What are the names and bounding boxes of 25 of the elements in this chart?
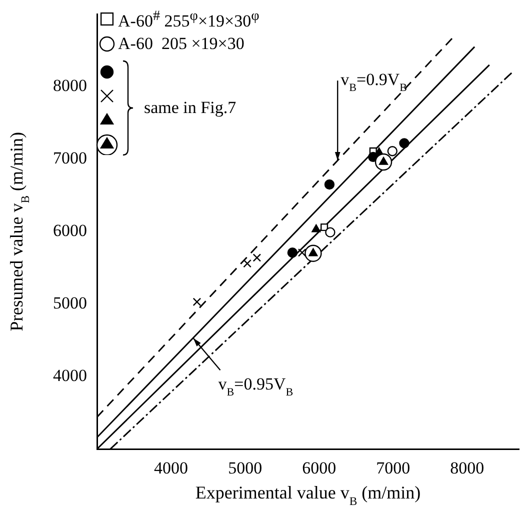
point	[312, 224, 321, 232]
x-tick-label: 8000	[450, 458, 484, 478]
y-tick-label: 5000	[53, 294, 87, 313]
y-tick-label: 6000	[53, 221, 87, 240]
point	[320, 223, 328, 232]
y-tick-label: 8000	[53, 76, 87, 96]
annotation: same in Fig.7	[144, 97, 236, 119]
point	[325, 227, 336, 238]
y-tick-label: 4000	[53, 366, 87, 385]
y-tick-label: 7000	[53, 148, 87, 168]
point	[243, 259, 252, 268]
point	[399, 138, 410, 148]
point	[324, 179, 335, 190]
x-tick-label: 4000	[154, 458, 188, 478]
point	[287, 248, 298, 258]
x-tick-label: 5000	[228, 458, 262, 478]
legend-label: A-60 205 ×19×30	[118, 32, 244, 54]
y-axis-title: Presumed value vB (m/min)	[6, 132, 32, 332]
x-tick-label: 7000	[376, 458, 410, 478]
point	[192, 298, 202, 306]
point	[298, 248, 306, 257]
x-tick-label: 6000	[302, 458, 336, 478]
legend-label: A-60$^{#}$ 255$^{φ}$×19×30$^{φ}$	[118, 6, 260, 32]
point	[387, 146, 398, 156]
point	[252, 254, 262, 262]
